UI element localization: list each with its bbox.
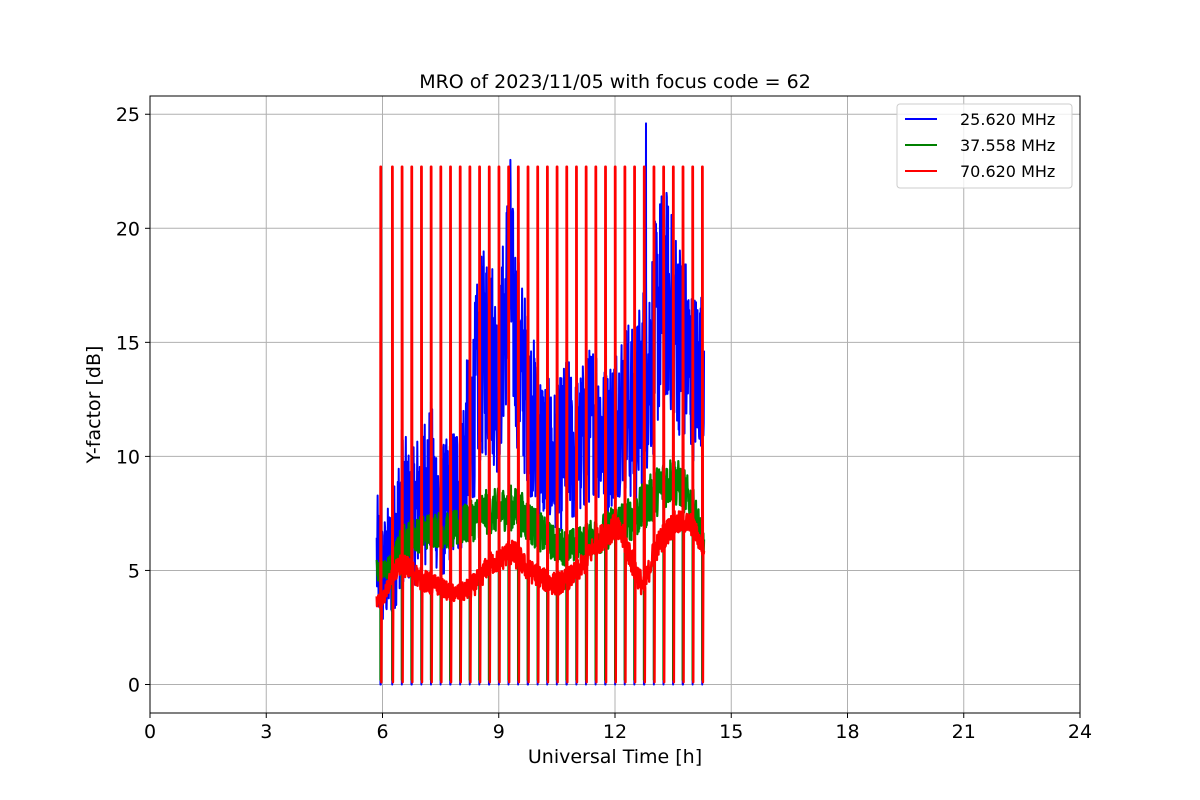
x-tick-label: 3 [260,721,272,743]
series-line-70620 [375,165,706,684]
plot-layer [375,122,706,686]
y-axis-label: Y-factor [dB] [83,346,105,465]
y-tick-label: 25 [116,104,140,126]
x-tick-label: 0 [144,721,156,743]
x-tick-label: 15 [719,721,743,743]
x-tick-label: 12 [603,721,627,743]
y-tick-label: 20 [116,218,140,240]
x-tick-label: 21 [952,721,976,743]
x-axis-label: Universal Time [h] [528,746,702,768]
legend: 25.620 MHz 37.558 MHz 70.620 MHz [896,103,1073,189]
y-tick-label: 0 [128,674,140,696]
legend-entry-label: 25.620 MHz [960,110,1055,129]
x-tick-label: 18 [835,721,859,743]
y-tick-label: 10 [116,446,140,468]
y-tick-label: 5 [128,560,140,582]
x-tick-label: 6 [376,721,388,743]
axis-layer: 0 3 6 9 12 15 18 21 24 0 5 10 15 20 25 [116,104,1092,743]
chart-title: MRO of 2023/11/05 with focus code = 62 [419,71,811,93]
legend-entry-label: 70.620 MHz [960,162,1055,181]
x-tick-label: 24 [1068,721,1092,743]
x-tick-label: 9 [493,721,505,743]
legend-box [896,103,1073,189]
legend-entry-label: 37.558 MHz [960,136,1055,155]
y-tick-label: 15 [116,332,140,354]
